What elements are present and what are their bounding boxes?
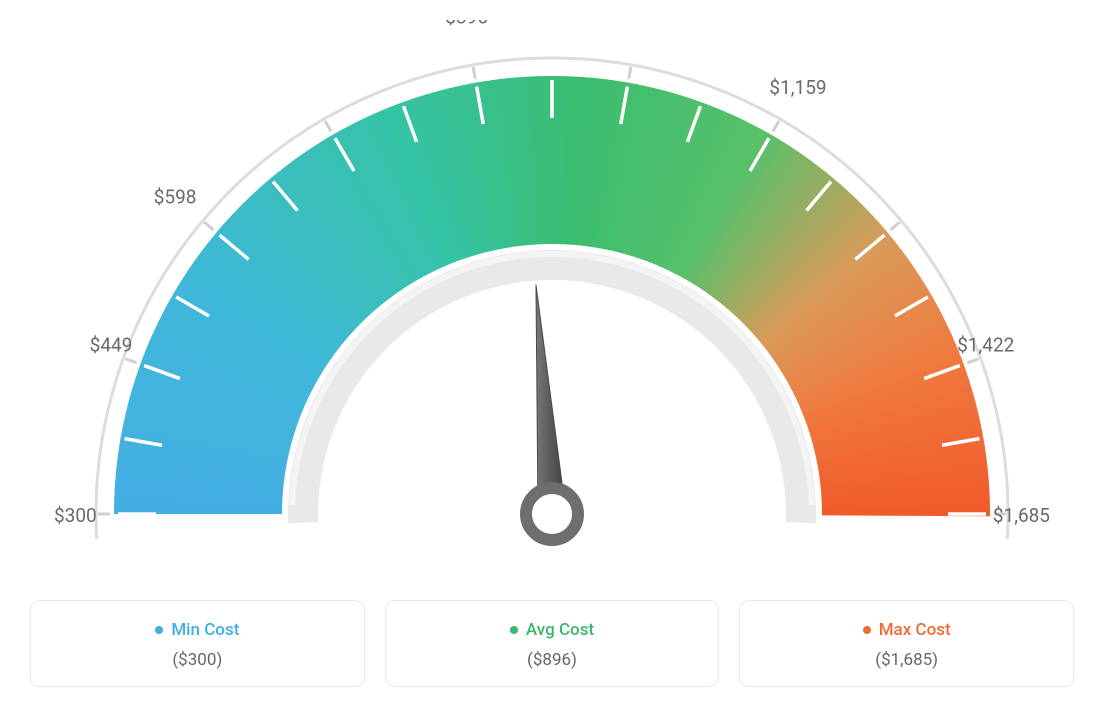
dot-icon	[155, 626, 163, 634]
legend-card-min: Min Cost ($300)	[30, 600, 365, 687]
gauge-hub	[526, 488, 578, 540]
legend-title-text: Min Cost	[171, 620, 239, 640]
legend-card-max: Max Cost ($1,685)	[739, 600, 1074, 687]
legend-value-avg: ($896)	[396, 650, 709, 670]
gauge-tick-label: $1,159	[769, 76, 826, 99]
dot-icon	[863, 626, 871, 634]
gauge-tick-label: $896	[445, 20, 488, 28]
gauge-tick-label: $1,685	[993, 504, 1050, 527]
legend-title-avg: Avg Cost	[510, 620, 594, 640]
legend-row: Min Cost ($300) Avg Cost ($896) Max Cost…	[20, 600, 1084, 687]
legend-card-avg: Avg Cost ($896)	[385, 600, 720, 687]
gauge-svg: $300 $449 $598 $896 $1,159 $1,422 $1,685	[20, 20, 1084, 580]
gauge-tick-label: $598	[154, 186, 197, 209]
legend-value-max: ($1,685)	[750, 650, 1063, 670]
gauge-tick-label: $1,422	[957, 334, 1014, 357]
gauge-tick-label: $449	[90, 334, 133, 357]
legend-title-text: Avg Cost	[526, 620, 594, 640]
gauge-tick-label: $300	[54, 504, 97, 527]
legend-value-min: ($300)	[41, 650, 354, 670]
legend-title-min: Min Cost	[155, 620, 239, 640]
legend-title-text: Max Cost	[879, 620, 951, 640]
gauge-needle	[536, 285, 566, 515]
dot-icon	[510, 626, 518, 634]
legend-title-max: Max Cost	[863, 620, 951, 640]
cost-gauge: $300 $449 $598 $896 $1,159 $1,422 $1,685	[20, 20, 1084, 580]
